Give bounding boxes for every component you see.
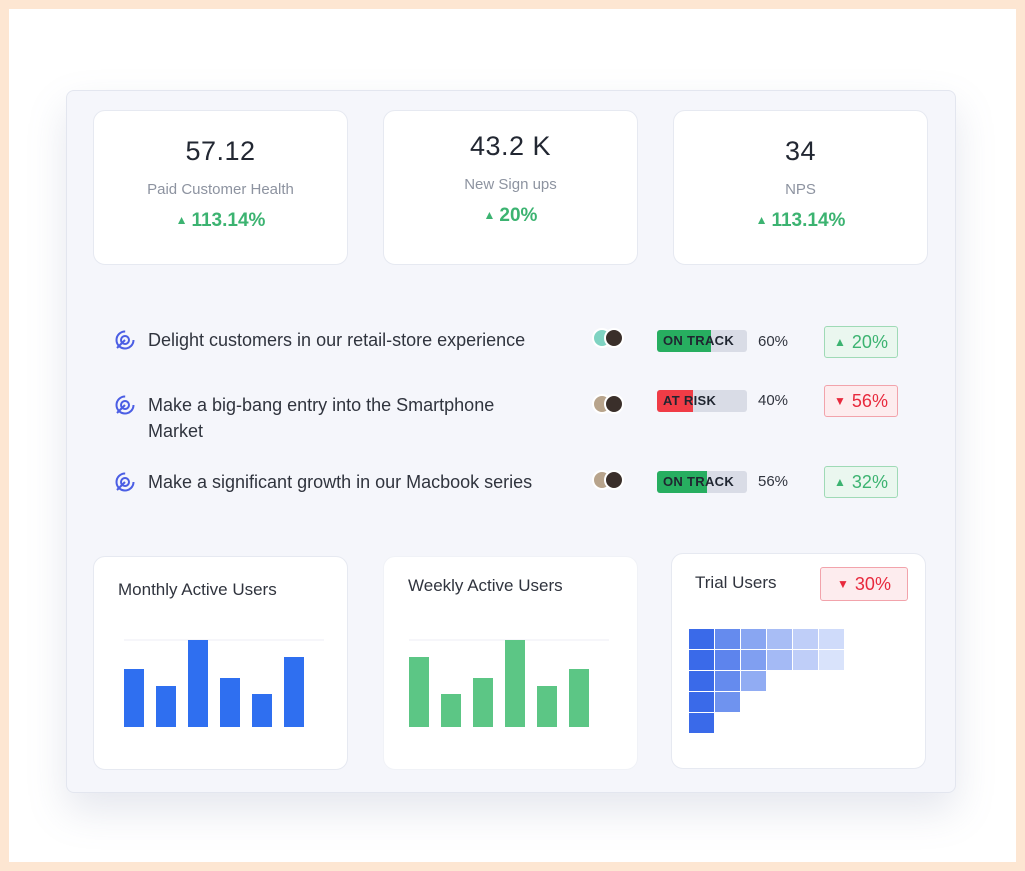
goal-row[interactable]: Make a significant growth in our Macbook… (114, 469, 904, 509)
kpi-label: NPS (785, 181, 816, 198)
heatmap-cell[interactable] (741, 629, 766, 649)
triangle-down-icon: ▼ (837, 577, 849, 591)
kpi-change: ▲ 113.14% (175, 210, 266, 231)
monthly-active-users-chart (124, 639, 324, 727)
triangle-up-icon: ▲ (483, 208, 496, 222)
kpi-value: 34 (784, 136, 817, 166)
owner-avatars[interactable] (592, 470, 628, 494)
avatar (604, 470, 624, 490)
trial-users-card[interactable]: Trial Users ▼ 30% (671, 553, 926, 769)
status-label: AT RISK (663, 393, 717, 408)
chart-bar[interactable] (284, 657, 304, 727)
triangle-up-icon: ▲ (755, 213, 768, 227)
heatmap-cell[interactable] (715, 692, 740, 712)
kpi-card-new-sign-ups[interactable]: 43.2 K New Sign ups ▲ 20% (383, 110, 638, 265)
triangle-down-icon: ▼ (834, 394, 846, 408)
chart-bar[interactable] (188, 640, 208, 727)
kpi-value: 57.12 (185, 136, 256, 166)
kpi-card-nps[interactable]: 34 NPS ▲ 113.14% (673, 110, 928, 265)
kpi-card-paid-customer-health[interactable]: 57.12 Paid Customer Health ▲ 113.14% (93, 110, 348, 265)
progress-percent: 56% (758, 473, 789, 490)
heatmap-cell[interactable] (767, 650, 792, 670)
progress-percent: 40% (758, 392, 789, 409)
avatar (604, 328, 624, 348)
goal-row[interactable]: Delight customers in our retail-store ex… (114, 327, 904, 367)
goal-title: Make a big-bang entry into the Smartphon… (148, 395, 495, 441)
heatmap-cell[interactable] (715, 671, 740, 691)
status-fill (657, 390, 693, 412)
heatmap-cell[interactable] (793, 650, 818, 670)
chart-bar[interactable] (409, 657, 429, 727)
chart-title: Trial Users (695, 573, 777, 592)
target-icon (115, 395, 135, 415)
target-icon (115, 472, 135, 492)
kpi-change: ▲ 20% (483, 205, 538, 226)
heatmap-cell[interactable] (793, 629, 818, 649)
status-fill (657, 330, 711, 352)
chart-bar[interactable] (569, 669, 589, 727)
goal-row[interactable]: Make a big-bang entry into the Smartphon… (114, 392, 904, 441)
trial-users-delta-badge: ▼ 30% (820, 567, 908, 601)
goal-delta-badge: ▲ 32% (824, 466, 898, 498)
chart-bar[interactable] (156, 686, 176, 727)
goal-title: Delight customers in our retail-store ex… (148, 330, 526, 350)
weekly-active-users-chart (409, 639, 609, 727)
weekly-active-users-card[interactable]: Weekly Active Users (383, 556, 638, 770)
status-badge: ON TRACK (657, 471, 747, 493)
status-badge: ON TRACK (657, 330, 747, 352)
heatmap-cell[interactable] (689, 671, 714, 691)
heatmap-cell[interactable] (741, 671, 766, 691)
heatmap-cell[interactable] (715, 650, 740, 670)
chart-bar[interactable] (473, 678, 493, 727)
heatmap-cell[interactable] (819, 650, 844, 670)
avatar (604, 394, 624, 414)
status-badge: AT RISK (657, 390, 747, 412)
heatmap-cell[interactable] (767, 629, 792, 649)
kpi-label: Paid Customer Health (147, 181, 294, 198)
chart-title: Monthly Active Users (118, 580, 277, 599)
heatmap-cell[interactable] (689, 692, 714, 712)
kpi-value: 43.2 K (469, 131, 552, 161)
heatmap-cell[interactable] (689, 629, 714, 649)
triangle-up-icon: ▲ (834, 475, 846, 489)
owner-avatars[interactable] (592, 394, 628, 418)
heatmap-cell[interactable] (819, 629, 844, 649)
triangle-up-icon: ▲ (175, 213, 188, 227)
chart-bar[interactable] (505, 640, 525, 727)
chart-bar[interactable] (220, 678, 240, 727)
triangle-up-icon: ▲ (834, 335, 846, 349)
chart-bar[interactable] (537, 686, 557, 727)
progress-percent: 60% (758, 333, 789, 350)
goal-delta-badge: ▼ 56% (824, 385, 898, 417)
status-fill (657, 471, 708, 493)
monthly-active-users-card[interactable]: Monthly Active Users (93, 556, 348, 770)
target-icon (115, 330, 135, 350)
heatmap-cell[interactable] (715, 629, 740, 649)
chart-bar[interactable] (441, 694, 461, 727)
kpi-change: ▲ 113.14% (755, 210, 846, 231)
kpi-label: New Sign ups (464, 176, 557, 193)
goal-title: Make a significant growth in our Macbook… (148, 472, 533, 492)
chart-title: Weekly Active Users (408, 576, 563, 595)
owner-avatars[interactable] (592, 328, 628, 352)
goal-delta-badge: ▲ 20% (824, 326, 898, 358)
chart-bar[interactable] (124, 669, 144, 727)
status-label: ON TRACK (663, 474, 735, 489)
trial-users-heatmap (689, 629, 844, 733)
heatmap-cell[interactable] (689, 650, 714, 670)
heatmap-cell[interactable] (689, 713, 714, 733)
status-label: ON TRACK (663, 333, 735, 348)
chart-bar[interactable] (252, 694, 272, 727)
heatmap-cell[interactable] (741, 650, 766, 670)
